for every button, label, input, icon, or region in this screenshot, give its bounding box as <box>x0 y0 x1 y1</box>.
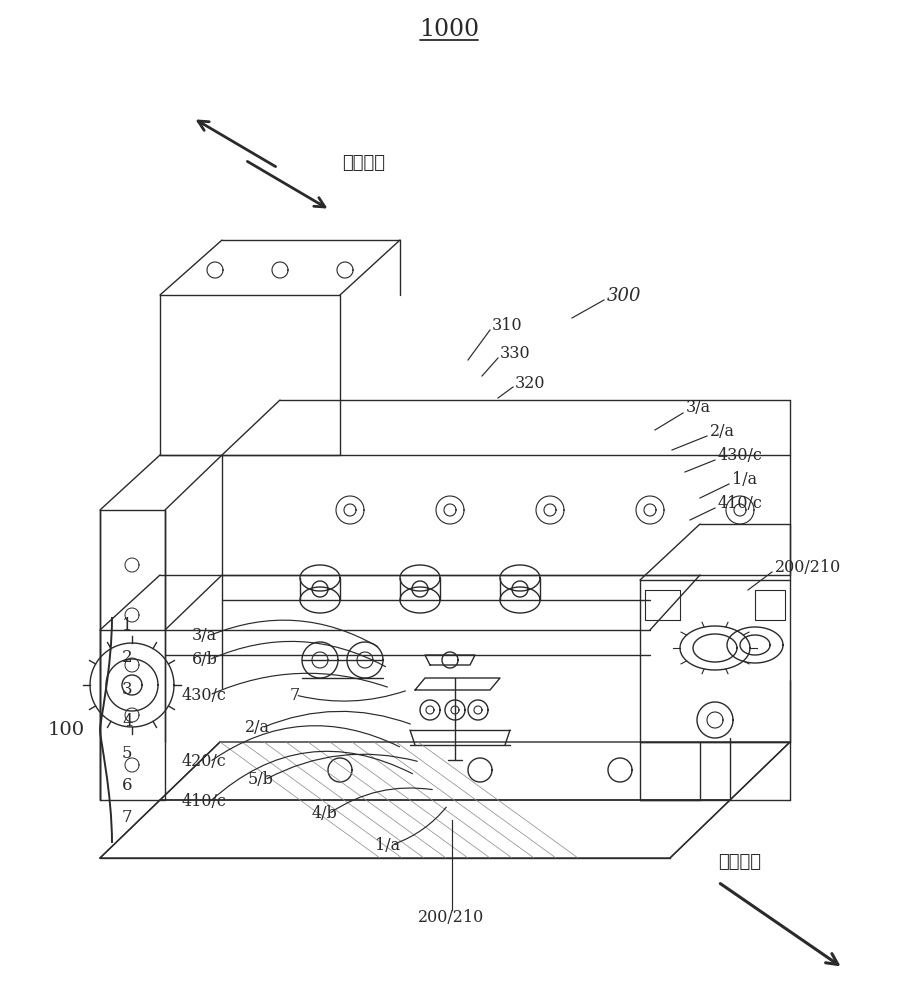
Text: 2/a: 2/a <box>245 720 270 736</box>
Text: 430/c: 430/c <box>182 686 227 704</box>
Text: 1/a: 1/a <box>732 472 757 488</box>
Text: 330: 330 <box>500 346 531 362</box>
Text: 第二方向: 第二方向 <box>718 853 761 871</box>
Text: 300: 300 <box>607 287 641 305</box>
Text: 410/c: 410/c <box>182 794 227 810</box>
Text: 2: 2 <box>122 648 133 666</box>
Text: 7: 7 <box>290 686 300 704</box>
Text: 5/b: 5/b <box>248 772 274 788</box>
Text: 430/c: 430/c <box>718 448 763 464</box>
Text: 4/b: 4/b <box>312 806 338 822</box>
Text: 3/a: 3/a <box>192 628 217 645</box>
Text: 3: 3 <box>122 680 133 698</box>
Text: 410/c: 410/c <box>718 495 763 512</box>
Text: 6: 6 <box>122 776 133 794</box>
Text: 200/210: 200/210 <box>418 910 484 926</box>
Text: 320: 320 <box>515 374 545 391</box>
Text: 420/c: 420/c <box>182 754 227 770</box>
Text: 1: 1 <box>122 616 133 634</box>
Text: 第一方向: 第一方向 <box>342 154 385 172</box>
Text: 7: 7 <box>122 808 133 826</box>
Text: 3/a: 3/a <box>686 399 711 416</box>
Text: 100: 100 <box>48 721 85 739</box>
Text: 200/210: 200/210 <box>775 560 841 576</box>
Text: 310: 310 <box>492 316 523 334</box>
Text: 2/a: 2/a <box>710 424 735 440</box>
Text: 6/b: 6/b <box>192 652 218 668</box>
Text: 5: 5 <box>122 744 133 762</box>
Text: 4: 4 <box>122 712 133 730</box>
Text: 1/a: 1/a <box>375 836 401 854</box>
Text: 1000: 1000 <box>419 18 479 41</box>
